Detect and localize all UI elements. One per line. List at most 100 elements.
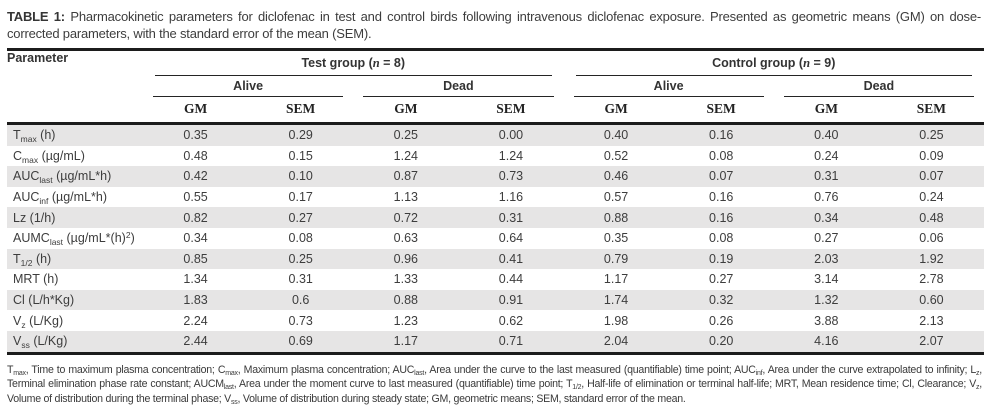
- value-cell: 0.25: [393, 128, 418, 143]
- param-cell: Lz (1/h): [13, 210, 56, 225]
- value-cell: 0.15: [288, 148, 313, 163]
- subgroup-header-alive-0: Alive: [143, 76, 353, 97]
- value-cell: 0.57: [603, 190, 629, 205]
- value-cell: 1.24: [498, 148, 524, 163]
- stat-header-row: GM SEM GM SEM GM SEM GM SEM: [7, 97, 984, 125]
- param-cell: T1/2 (h): [13, 251, 52, 268]
- value-cell: 0.40: [814, 128, 839, 143]
- value-cell: 1.33: [393, 272, 418, 287]
- value-cell: 0.71: [458, 330, 564, 355]
- pk-table: Parameter Test group (n = 8) Control gro…: [7, 48, 984, 355]
- value-cell: 0.76: [814, 190, 839, 205]
- value-cell: 0.16: [709, 128, 734, 143]
- value-cell: 0.69: [248, 330, 354, 355]
- value-cell: 0.17: [288, 190, 313, 205]
- table-row: Tmax (h) 0.35 0.29 0.25 0.00 0.40 0.16 0.40 0.25: [7, 123, 984, 146]
- value-cell: 0.31: [288, 272, 313, 287]
- group-header-row: Parameter Test group (n = 8) Control gro…: [7, 49, 985, 125]
- value-cell: 1.17: [603, 272, 629, 287]
- table-row: Cmax (µg/mL) 0.48 0.15 1.24 1.24 0.52 0.08 0.24…: [7, 146, 984, 167]
- table-row: Vss (L/Kg) 2.44 0.69 1.17 0.71 2.04 0.20 4.16 2.…: [7, 330, 984, 355]
- group-header-test-label: Test group (n = 8): [155, 56, 552, 76]
- value-cell: 0.96: [393, 251, 418, 266]
- value-cell: 0.82: [183, 210, 208, 225]
- value-cell: 2.44: [143, 330, 249, 355]
- value-cell: 0.31: [498, 210, 524, 225]
- value-cell: 0.63: [393, 231, 418, 246]
- value-cell: 0.48: [183, 148, 208, 163]
- table-head: Parameter Test group (n = 8) Control gro…: [7, 49, 985, 125]
- subgroup-header-row: Alive Dead Alive Dead: [7, 76, 984, 97]
- value-cell: 0.29: [288, 128, 313, 143]
- value-cell: 0.41: [498, 251, 524, 266]
- table-row: MRT (h) 1.34 0.31 1.33 0.44 1.17 0.27 3.14 2.78: [7, 269, 984, 290]
- value-cell: 4.16: [773, 330, 879, 355]
- value-cell: 0.6: [291, 293, 310, 308]
- stat-header-gm: GM: [773, 97, 879, 125]
- subgroup-header-dead-0: Dead: [353, 76, 563, 97]
- table-row: AUCinf (µg/mL*h) 0.55 0.17 1.13 1.16 0.57 0.16…: [7, 187, 984, 208]
- table-row: Cl (L/h*Kg) 1.83 0.6 0.88 0.91 1.74 0.32 1.32 0.…: [7, 289, 984, 311]
- value-cell: 0.73: [498, 169, 524, 184]
- value-cell: 2.13: [919, 313, 944, 328]
- table-row: T1/2 (h) 0.85 0.25 0.96 0.41 0.79 0.19 2.03 1.92: [7, 248, 984, 270]
- value-cell: 1.17: [353, 330, 459, 355]
- value-cell: 0.27: [814, 231, 839, 246]
- value-cell: 0.32: [709, 293, 734, 308]
- value-cell: 2.24: [183, 313, 208, 328]
- value-cell: 0.25: [288, 251, 313, 266]
- parameter-header: Parameter: [7, 49, 143, 125]
- value-cell: 0.88: [393, 293, 418, 308]
- value-cell: 1.13: [393, 190, 418, 205]
- param-cell: AUCinf (µg/mL*h): [13, 190, 107, 207]
- value-cell: 0.16: [709, 190, 734, 205]
- table-footnote: Tmax, Time to maximum plasma concentrati…: [7, 363, 982, 406]
- value-cell: 0.08: [709, 231, 734, 246]
- group-header-control-label: Control group (n = 9): [575, 56, 972, 76]
- value-cell: 0.46: [603, 169, 629, 184]
- value-cell: 0.52: [603, 148, 629, 163]
- group-header-test: Test group (n = 8): [143, 50, 564, 76]
- value-cell: 0.60: [919, 293, 944, 308]
- value-cell: 0.08: [288, 231, 313, 246]
- param-cell: AUClast (µg/mL*h): [13, 169, 112, 186]
- value-cell: 0.64: [498, 231, 524, 246]
- param-cell: Tmax (h): [13, 128, 56, 145]
- value-cell: 2.03: [814, 251, 839, 266]
- value-cell: 2.04: [563, 330, 669, 355]
- value-cell: 3.14: [814, 272, 839, 287]
- value-cell: 0.10: [288, 169, 313, 184]
- value-cell: 0.48: [919, 210, 944, 225]
- stat-header-sem: SEM: [668, 97, 774, 125]
- value-cell: 0.72: [393, 210, 418, 225]
- stat-header-gm: GM: [353, 97, 459, 125]
- value-cell: 1.23: [393, 313, 418, 328]
- value-cell: 0.79: [603, 251, 629, 266]
- value-cell: 0.35: [183, 128, 208, 143]
- table-caption-label: TABLE 1:: [7, 9, 65, 24]
- group-header-control: Control group (n = 9): [564, 50, 985, 76]
- value-cell: 0.88: [603, 210, 629, 225]
- value-cell: 0.07: [709, 169, 734, 184]
- stat-header-sem: SEM: [878, 97, 984, 125]
- value-cell: 0.34: [183, 231, 208, 246]
- value-cell: 1.16: [498, 190, 524, 205]
- value-cell: 1.24: [393, 148, 418, 163]
- stat-header-sem: SEM: [458, 97, 564, 125]
- value-cell: 2.78: [919, 272, 944, 287]
- table-row: Lz (1/h) 0.82 0.27 0.72 0.31 0.88 0.16 0.34 0.48: [7, 207, 984, 228]
- value-cell: 0.19: [709, 251, 734, 266]
- value-cell: 1.98: [603, 313, 629, 328]
- value-cell: 1.92: [919, 251, 944, 266]
- value-cell: 0.35: [603, 231, 629, 246]
- value-cell: 0.62: [498, 313, 524, 328]
- param-cell: Cl (L/h*Kg): [13, 293, 75, 308]
- value-cell: 0.26: [709, 313, 734, 328]
- table-row: AUClast (µg/mL*h) 0.42 0.10 0.87 0.73 0.46 0.0…: [7, 166, 984, 187]
- stat-header-gm: GM: [143, 97, 249, 125]
- value-cell: 0.07: [919, 169, 944, 184]
- table-caption: TABLE 1: Pharmacokinetic parameters for …: [0, 0, 991, 42]
- value-cell: 0.55: [183, 190, 208, 205]
- value-cell: 0.91: [498, 293, 524, 308]
- value-cell: 1.34: [183, 272, 208, 287]
